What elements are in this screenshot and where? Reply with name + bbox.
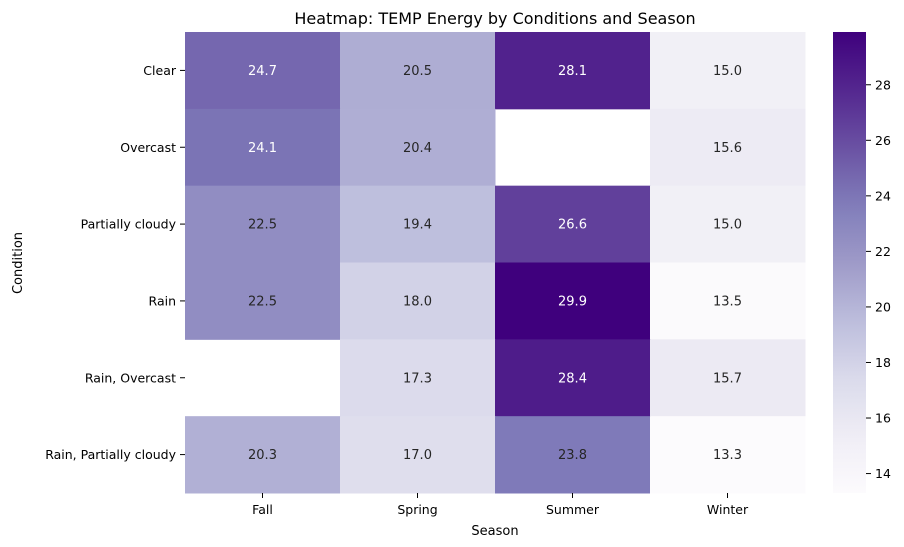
cell-value-label: 23.8 bbox=[558, 448, 587, 463]
y-tick-label: Rain bbox=[149, 293, 176, 308]
colorbar-tick-label: 20 bbox=[875, 299, 891, 314]
cell-value-label: 15.0 bbox=[713, 218, 742, 233]
cell-value-label: 24.7 bbox=[248, 64, 277, 79]
heatmap-cell bbox=[495, 32, 651, 110]
y-tick-label: Rain, Partially cloudy bbox=[45, 447, 176, 462]
cell-value-label: 17.3 bbox=[403, 371, 432, 386]
heatmap-cell bbox=[650, 108, 806, 187]
cell-value-label: 20.5 bbox=[403, 64, 432, 79]
cell-value-label: 26.6 bbox=[558, 218, 587, 233]
y-tick-label: Partially cloudy bbox=[81, 217, 177, 232]
heatmap-cell bbox=[340, 185, 496, 263]
colorbar-tick-label: 16 bbox=[875, 411, 891, 426]
y-axis-label: Condition bbox=[11, 232, 26, 294]
x-tick-label: Winter bbox=[707, 502, 749, 517]
heatmap-cell bbox=[340, 108, 496, 187]
cell-value-label: 13.5 bbox=[713, 294, 742, 309]
colorbar bbox=[833, 32, 866, 493]
y-tick-label: Clear bbox=[143, 63, 177, 78]
cell-value-label: 29.9 bbox=[558, 294, 587, 309]
heatmap-cell bbox=[340, 339, 496, 417]
y-tick-label: Overcast bbox=[120, 140, 176, 155]
cell-value-label: 24.1 bbox=[248, 141, 277, 156]
heatmap-cell bbox=[495, 416, 651, 494]
heatmap-cell bbox=[185, 185, 341, 263]
heatmap-cell bbox=[495, 185, 651, 263]
heatmap-cell bbox=[650, 416, 806, 494]
x-tick-label: Fall bbox=[252, 502, 273, 517]
heatmap-cell-labels: 24.7 20.5 28.1 15.0 24.1 20.4 15.6 22.5 19.4 26.6… bbox=[248, 64, 742, 463]
cell-value-label: 22.5 bbox=[248, 294, 277, 309]
heatmap-cell bbox=[650, 32, 806, 110]
cell-value-label: 15.7 bbox=[713, 371, 742, 386]
cell-value-label: 28.4 bbox=[558, 371, 587, 386]
colorbar-tick-label: 14 bbox=[875, 466, 891, 481]
cell-value-label: 19.4 bbox=[403, 218, 432, 233]
x-axis-ticks: Fall Spring Summer Winter bbox=[252, 493, 749, 517]
heatmap-cell bbox=[495, 262, 651, 340]
colorbar-tick-label: 22 bbox=[875, 244, 891, 259]
cell-value-label: 17.0 bbox=[403, 448, 432, 463]
y-axis-ticks: Clear Overcast Partially cloudy Rain Rain, O… bbox=[45, 63, 185, 462]
heatmap-cells bbox=[185, 32, 806, 494]
cell-value-label: 18.0 bbox=[403, 294, 432, 309]
colorbar-tick-label: 26 bbox=[875, 133, 891, 148]
heatmap-cell bbox=[650, 262, 806, 340]
cell-value-label: 22.5 bbox=[248, 218, 277, 233]
heatmap-cell bbox=[185, 416, 341, 494]
colorbar-ticks: 14 16 18 20 22 24 26 28 bbox=[866, 77, 891, 481]
heatmap-cell bbox=[185, 108, 341, 187]
cell-value-label: 15.6 bbox=[713, 141, 742, 156]
heatmap-cell bbox=[340, 416, 496, 494]
heatmap-cell bbox=[185, 262, 341, 340]
x-axis-label: Season bbox=[471, 524, 518, 539]
cell-value-label: 20.3 bbox=[248, 448, 277, 463]
colorbar-tick-label: 28 bbox=[875, 77, 891, 92]
colorbar-tick-label: 18 bbox=[875, 355, 891, 370]
chart-title: Heatmap: TEMP Energy by Conditions and S… bbox=[294, 9, 695, 28]
heatmap-cell bbox=[650, 185, 806, 263]
heatmap-cell bbox=[650, 339, 806, 417]
cell-value-label: 20.4 bbox=[403, 141, 432, 156]
heatmap-cell bbox=[495, 339, 651, 417]
colorbar-tick-label: 24 bbox=[875, 188, 891, 203]
heatmap-cell bbox=[340, 262, 496, 340]
heatmap-cell bbox=[340, 32, 496, 110]
y-tick-label: Rain, Overcast bbox=[85, 370, 176, 385]
cell-value-label: 15.0 bbox=[713, 64, 742, 79]
cell-value-label: 28.1 bbox=[558, 64, 587, 79]
cell-value-label: 13.3 bbox=[713, 448, 742, 463]
heatmap-cell bbox=[185, 32, 341, 110]
x-tick-label: Summer bbox=[546, 502, 600, 517]
x-tick-label: Spring bbox=[397, 502, 437, 517]
